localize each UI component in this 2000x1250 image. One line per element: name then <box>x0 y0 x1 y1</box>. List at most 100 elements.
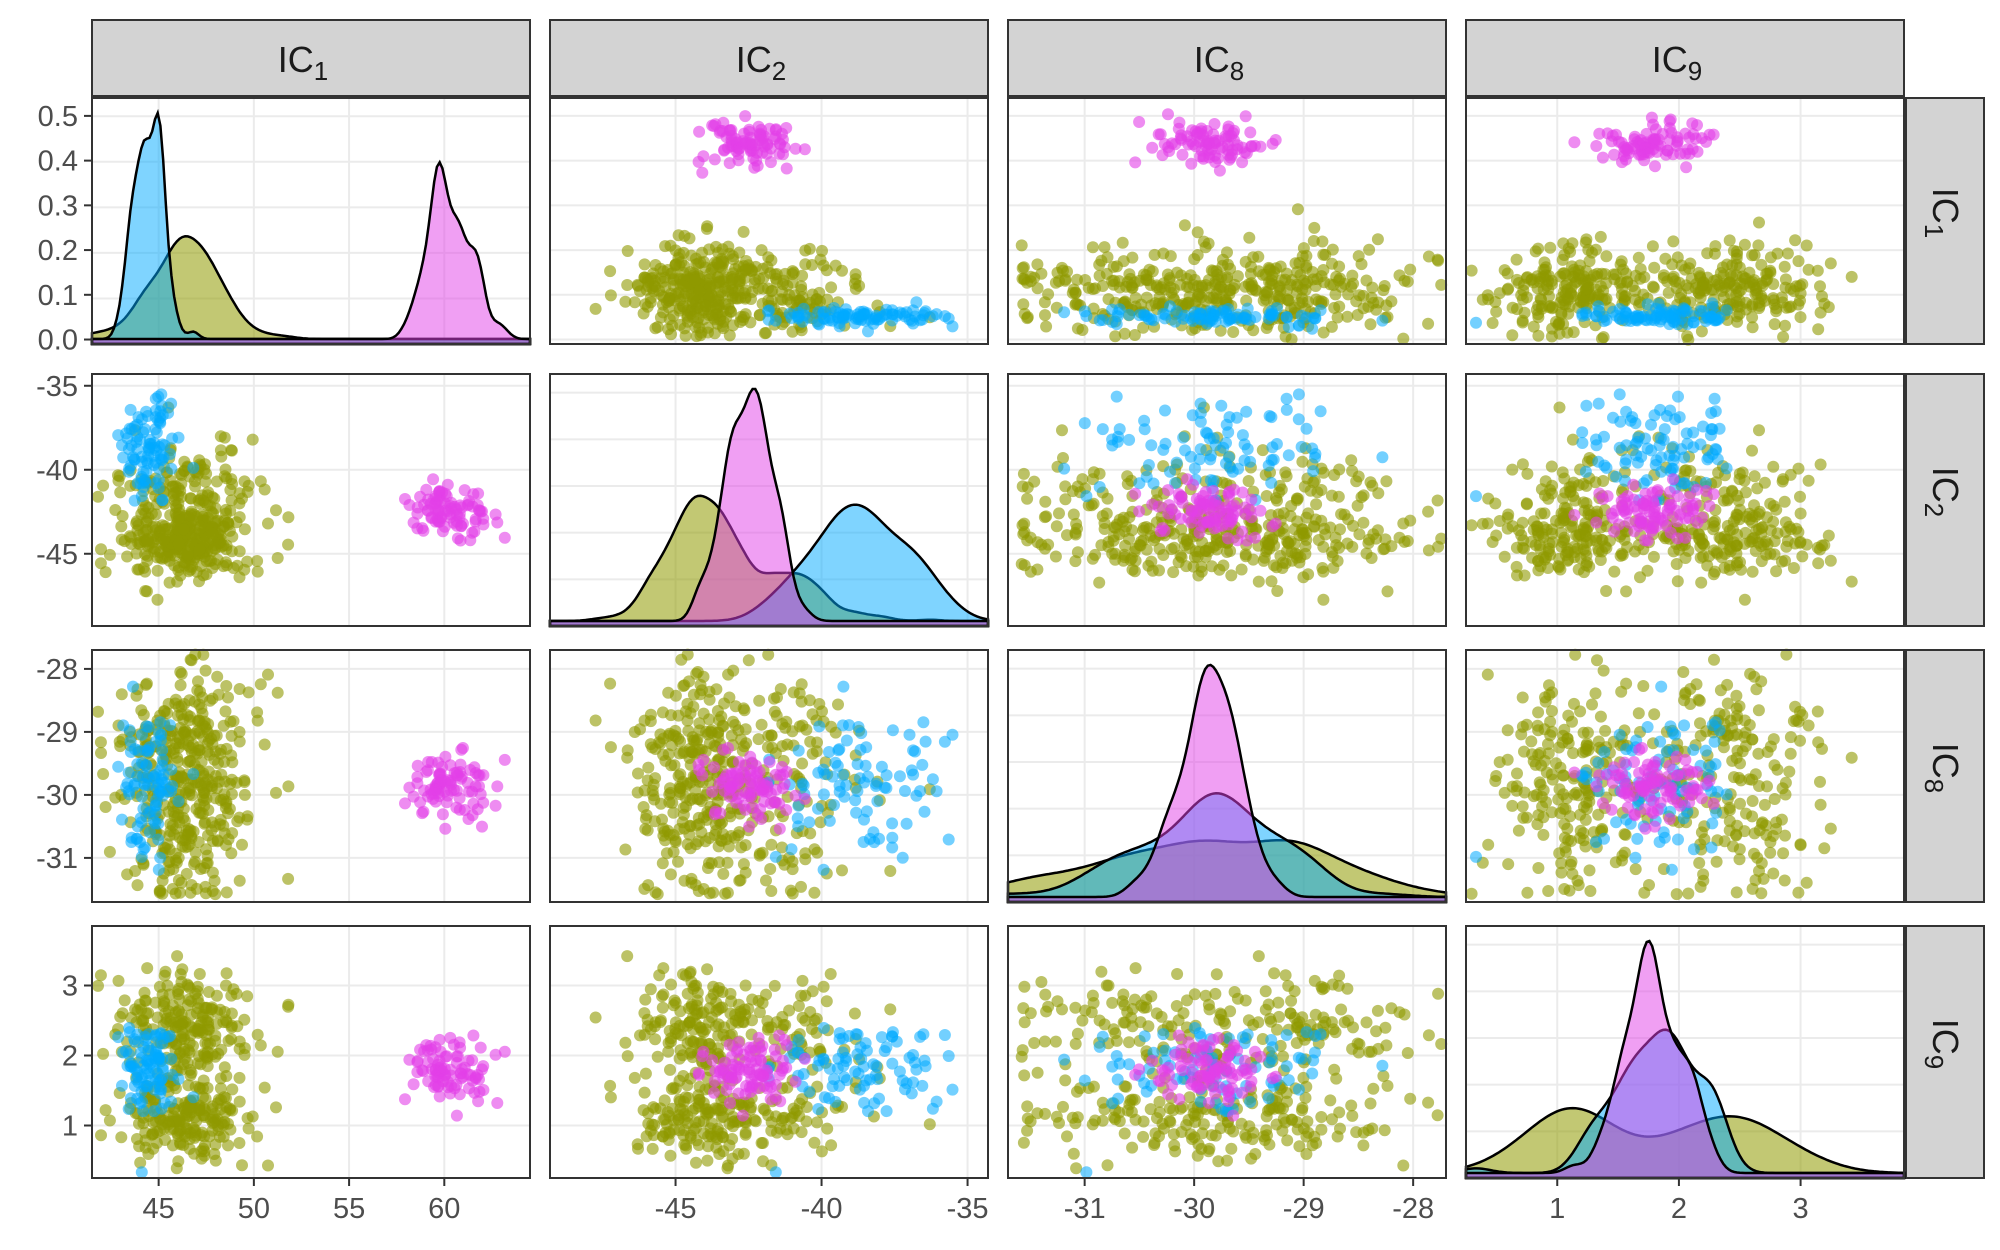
point-c <box>1628 493 1640 506</box>
point-b <box>1553 847 1566 860</box>
point-a <box>152 863 165 876</box>
point-b <box>704 267 717 280</box>
point-b <box>1707 568 1720 581</box>
point-c <box>798 143 811 156</box>
point-b <box>1155 281 1168 294</box>
point-b <box>99 801 112 813</box>
strip-right-2 <box>1905 373 1985 627</box>
point-b <box>1366 479 1379 492</box>
point-c <box>1152 500 1165 513</box>
point-b <box>1632 251 1645 264</box>
point-b <box>1730 289 1743 302</box>
point-a <box>1576 437 1589 449</box>
point-b <box>1697 550 1710 563</box>
point-b <box>1629 545 1641 558</box>
point-b <box>836 864 848 877</box>
point-b <box>604 289 617 302</box>
point-b <box>1116 236 1129 249</box>
point-b <box>1308 221 1321 234</box>
point-a <box>1694 305 1707 317</box>
point-b <box>672 855 684 868</box>
point-c <box>1686 117 1699 130</box>
point-b <box>219 705 232 718</box>
point-a <box>1645 313 1658 326</box>
strip-top-3 <box>1007 19 1447 97</box>
point-c <box>1616 156 1628 169</box>
point-b <box>1215 281 1228 293</box>
point-c <box>1638 154 1651 167</box>
point-b <box>621 744 634 757</box>
point-b <box>696 246 708 259</box>
point-b <box>1580 549 1593 562</box>
point-a <box>878 781 891 794</box>
point-a <box>1232 462 1245 475</box>
point-a <box>1655 465 1668 478</box>
point-b <box>1053 275 1065 288</box>
point-b <box>1753 424 1765 437</box>
point-b <box>236 838 248 851</box>
point-b <box>1331 311 1344 324</box>
point-b <box>258 738 271 751</box>
point-b <box>1465 519 1478 532</box>
point-a <box>1266 441 1279 454</box>
point-a <box>1620 453 1633 466</box>
point-b <box>200 843 213 856</box>
point-b <box>752 733 765 746</box>
point-b <box>766 741 779 754</box>
point-b <box>1171 266 1184 279</box>
point-b <box>1296 523 1308 536</box>
point-c <box>798 792 811 805</box>
point-c <box>693 125 706 138</box>
point-b <box>1086 283 1099 295</box>
point-a <box>1142 459 1155 471</box>
point-b <box>1559 269 1572 282</box>
point-b <box>1435 278 1448 291</box>
point-b <box>1398 274 1411 287</box>
point-b <box>1257 554 1270 567</box>
point-c <box>763 756 776 768</box>
point-b <box>168 743 181 755</box>
point-c <box>1596 151 1609 164</box>
point-b <box>1345 454 1358 467</box>
point-b <box>725 274 738 286</box>
point-b <box>1771 247 1784 260</box>
point-b <box>1534 560 1547 573</box>
point-b <box>254 678 267 691</box>
point-b <box>799 244 812 257</box>
point-a <box>1614 415 1627 428</box>
point-b <box>1532 311 1545 324</box>
point-b <box>1482 293 1495 306</box>
point-c <box>438 775 451 788</box>
point-a <box>1376 314 1389 327</box>
point-b <box>871 299 884 312</box>
point-b <box>1760 267 1773 280</box>
point-c <box>1671 532 1684 545</box>
point-b <box>1584 885 1597 897</box>
point-b <box>1802 263 1815 276</box>
point-b <box>1021 311 1034 324</box>
point-a <box>154 417 167 430</box>
point-c <box>489 799 502 812</box>
point-a <box>1194 443 1207 456</box>
point-b <box>1761 746 1774 758</box>
point-c <box>498 753 511 766</box>
point-b <box>1137 321 1150 334</box>
point-c <box>1197 150 1210 163</box>
point-c <box>732 756 745 768</box>
point-b <box>1225 569 1238 582</box>
point-b <box>1752 704 1765 717</box>
point-b <box>1667 235 1680 248</box>
point-c <box>1231 534 1244 547</box>
point-b <box>158 705 171 717</box>
point-a <box>1164 300 1176 313</box>
point-b <box>1546 773 1559 786</box>
point-b <box>1501 522 1514 535</box>
point-b <box>1273 281 1285 294</box>
point-b <box>1781 247 1794 260</box>
point-b <box>1086 552 1099 565</box>
point-a <box>1204 453 1217 466</box>
point-b <box>1015 558 1028 570</box>
point-a <box>1265 476 1278 489</box>
point-a <box>792 744 805 757</box>
point-a <box>826 770 839 783</box>
